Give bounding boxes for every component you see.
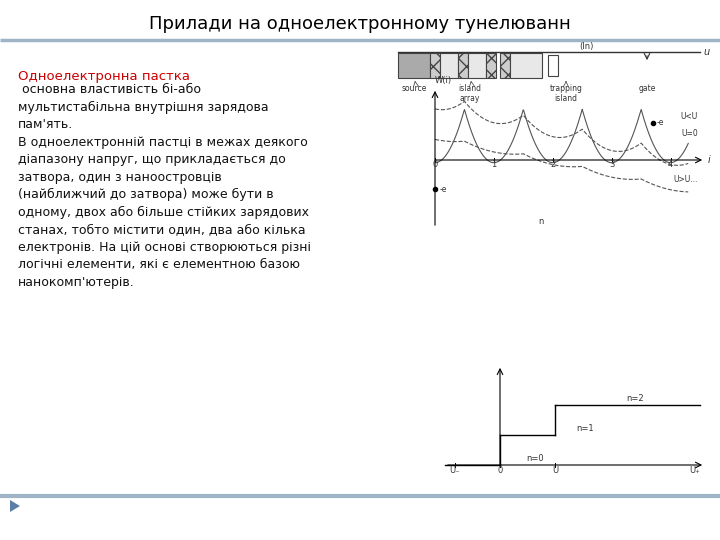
Text: 3: 3 [609,160,614,169]
Text: U=0: U=0 [681,129,698,138]
Text: Одноелектронна пастка: Одноелектронна пастка [18,70,190,83]
Text: trapping
island: trapping island [549,84,582,103]
Text: n: n [539,217,544,226]
Text: u: u [703,47,709,57]
Text: U: U [552,466,558,475]
Text: gate: gate [639,84,656,93]
Bar [440,53,458,78]
Bar [468,53,486,78]
Text: Прилади на одноелектронному тунелюванн: Прилади на одноелектронному тунелюванн [149,15,571,33]
Text: основна властивість бі-або
мультистабільна внутрішня зарядова
пам'ять.
В одноеле: основна властивість бі-або мультистабіль… [18,83,311,289]
Text: W(i): W(i) [435,76,452,85]
Text: 0: 0 [498,466,503,475]
Text: n=2: n=2 [626,394,644,403]
Text: n=0: n=0 [526,454,544,463]
Text: i: i [708,155,711,165]
Text: n=1: n=1 [576,424,594,433]
Text: source: source [401,84,427,93]
Text: U₋: U₋ [450,466,460,475]
Text: -e: -e [657,118,665,127]
Text: 1: 1 [491,160,497,169]
Text: -e: -e [440,185,447,194]
Text: U<U: U<U [680,111,698,120]
Text: (In): (In) [579,42,593,51]
Text: 4: 4 [668,160,673,169]
Bar [486,53,496,78]
Bar [510,53,542,78]
Bar [500,53,510,78]
Text: 2: 2 [550,160,555,169]
Bar [430,53,440,78]
Polygon shape [10,500,20,512]
Text: U>U...: U>U... [674,176,698,184]
Bar [398,53,430,78]
Text: island
array: island array [459,84,482,103]
Bar [548,55,558,76]
Text: U₊: U₊ [690,466,701,475]
Bar [458,53,468,78]
Text: 0: 0 [433,160,438,169]
